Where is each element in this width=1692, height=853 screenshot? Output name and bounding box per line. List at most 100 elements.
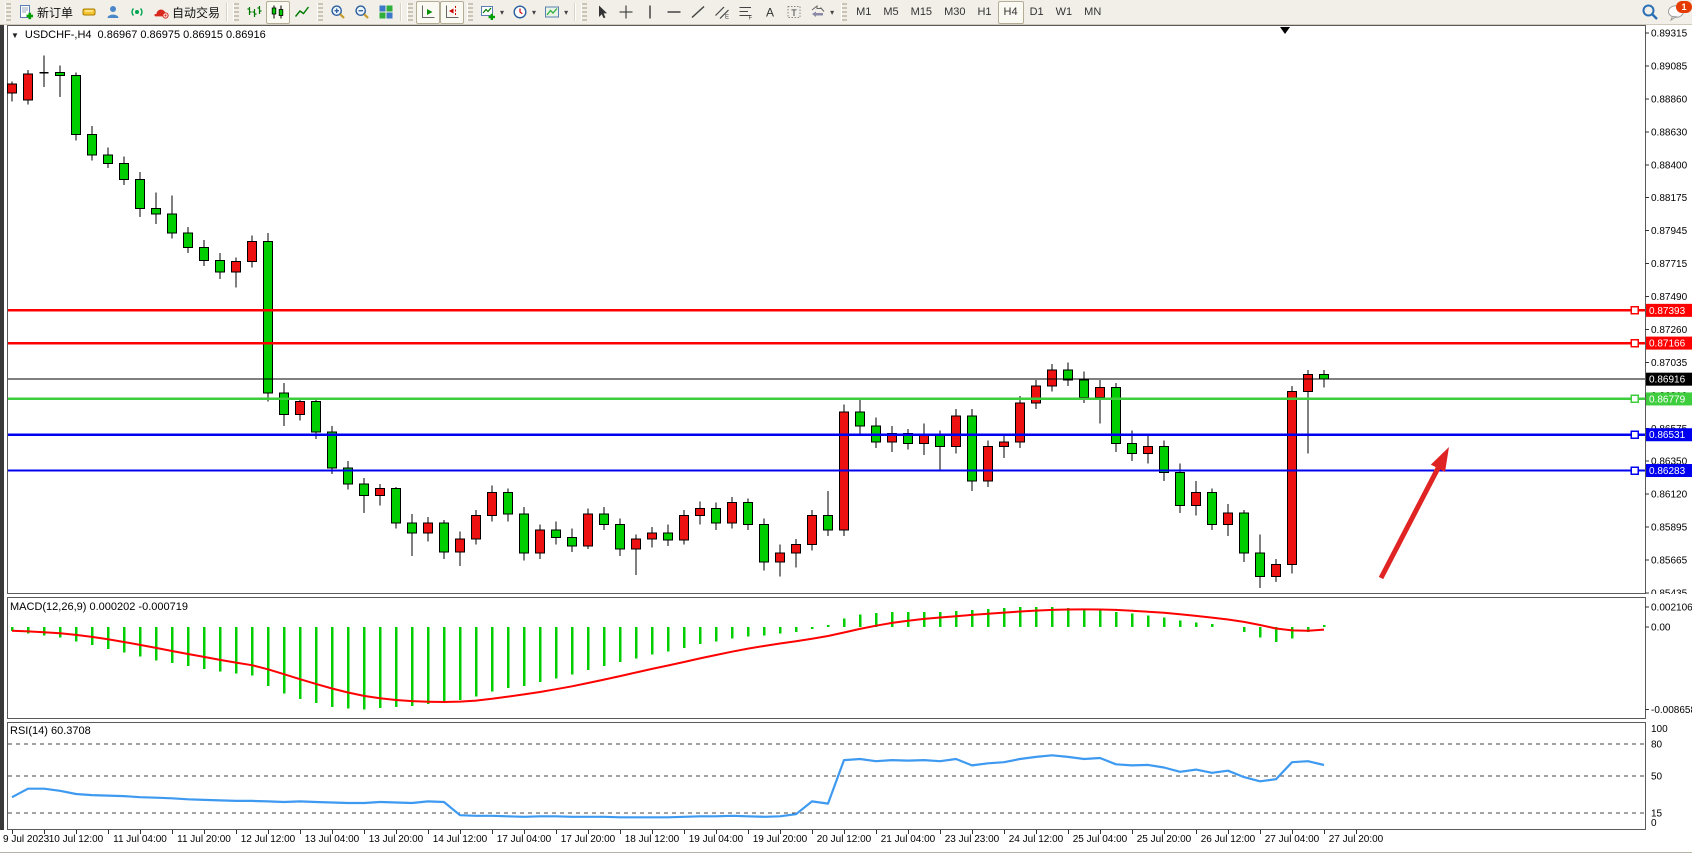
tf-h1[interactable]: H1 [971,1,997,24]
channel-button[interactable]: E [710,1,734,24]
time-axis-tick [908,830,909,834]
search-button[interactable] [1637,1,1663,24]
candle-bull [535,529,545,554]
time-axis-label: 25 Jul 20:00 [1136,834,1192,845]
time-axis-tick [588,830,589,834]
hline-button[interactable] [662,1,686,24]
time-axis-tick [108,830,109,834]
left-splitter[interactable] [0,25,4,852]
candle-bull [631,538,641,550]
time-axis-label: 10 Jul 12:00 [48,834,104,845]
time-axis-tick [1100,830,1101,834]
toolbar-grip[interactable] [233,3,240,21]
candle-bull [1271,564,1281,577]
price-axis-label: 0.89315 [1651,29,1688,40]
price-axis-label: 0.87035 [1651,358,1688,369]
tf-m30[interactable]: M30 [938,1,971,24]
templates-button[interactable]: ▾ [540,1,572,24]
bars-chart-button[interactable] [242,1,266,24]
auto-trading-button[interactable]: 自动交易 [149,1,224,24]
text-button[interactable]: A [758,1,782,24]
candle-bull [647,532,657,540]
zoom-in-button[interactable] [326,1,350,24]
candle-bull [887,432,897,443]
candle-bull [807,515,817,546]
vline-button[interactable] [638,1,662,24]
chart-shift-button[interactable] [440,0,465,24]
tf-m15[interactable]: M15 [905,1,938,24]
toolbar-grip[interactable] [581,3,588,21]
tf-m5[interactable]: M5 [877,1,904,24]
new-order-button[interactable]: 新订单 [14,1,77,24]
toolbar-grip[interactable] [467,3,474,21]
tf-h4[interactable]: H4 [997,0,1024,24]
time-axis-label: 14 Jul 12:00 [432,834,488,845]
hline-handle [1630,430,1639,439]
new-chart-button[interactable]: ▾ [476,1,508,24]
rsi-axis-label: 15 [1651,809,1663,820]
toolbar-grip[interactable] [407,3,414,21]
candle-bear [567,536,577,547]
toolbar-grip[interactable] [841,3,848,21]
community-button[interactable] [101,1,125,24]
chevron-down-icon[interactable]: ▾ [532,7,537,17]
time-axis-tick [140,830,141,834]
candle-bear [215,259,225,273]
time-axis-label: 20 Jul 12:00 [816,834,872,845]
collapse-icon[interactable]: ▼ [11,30,19,40]
candle-bear [615,523,625,550]
price-tag [1646,372,1692,386]
price-tag [1646,392,1692,406]
tf-m5-label: M5 [883,6,899,18]
periods-button[interactable]: ▾ [508,1,540,24]
chevron-down-icon[interactable]: ▾ [564,7,569,17]
price-axis-label: 0.88860 [1651,94,1688,105]
market-button[interactable] [77,1,101,24]
time-axis[interactable]: 9 Jul 2023 10 Jul 12:00 11 Jul 04:00 11 Jul… [0,830,1692,852]
tile-windows-button[interactable] [374,1,398,24]
trendline-button[interactable] [686,1,710,24]
candle-bull [1015,402,1025,443]
price-axis-label: 0.86350 [1651,457,1688,468]
cursor-button[interactable] [590,1,614,24]
chart-title: ▼ USDCHF-,H4 0.86967 0.86975 0.86915 0.8… [11,29,266,41]
chevron-down-icon[interactable]: ▾ [500,7,505,17]
time-axis-tick [460,830,461,834]
chevron-down-icon[interactable]: ▾ [830,7,835,17]
auto-trading-button-label: 自动交易 [172,5,221,20]
auto-scroll-button[interactable] [416,0,441,24]
hline-handle [1630,394,1639,404]
candle-bear [663,532,673,541]
shapes-button[interactable]: ▾ [806,1,838,24]
gold-icon [81,4,97,20]
tf-m15-label: M15 [910,6,933,18]
tf-w1[interactable]: W1 [1050,1,1079,24]
signals-button[interactable] [125,1,149,24]
fibonacci-button[interactable]: F [734,1,758,24]
time-axis-tick [844,830,845,834]
notifications-button[interactable]: 1 [1663,0,1692,24]
price-axis-label: 0.88630 [1651,127,1688,138]
zoom-out-button[interactable] [350,1,374,24]
crosshair-button[interactable] [614,1,638,24]
tf-mn[interactable]: MN [1078,1,1107,24]
text-t-icon: T [786,4,802,20]
tf-h4-label: H4 [1003,6,1018,18]
channel-icon: E [714,4,730,20]
macd-panel[interactable]: 0.002106 0.00 -0.008658 MACD(12,26,9) 0.000… [0,597,1692,719]
toolbar-grip[interactable] [5,3,11,21]
time-axis-label: 12 Jul 12:00 [240,834,296,845]
line-chart-button[interactable] [290,1,314,24]
toolbar-grip[interactable] [317,3,324,21]
time-axis-tick [1068,830,1069,834]
candle-bear [55,72,65,77]
candles-chart-button[interactable] [266,0,291,24]
rsi-panel[interactable]: 100 80 50 15 0 RSI(14) 60.3708 [0,722,1692,830]
candle-bear [903,432,913,445]
candle-bull [23,73,33,101]
label-button[interactable]: T [782,1,806,24]
tf-m1[interactable]: M1 [850,1,877,24]
tf-d1[interactable]: D1 [1024,1,1050,24]
chart-symbol: USDCHF-,H4 [24,29,92,41]
price-chart-panel[interactable]: 0.89315 0.89085 0.88860 0.88630 0.88400 0.881… [0,25,1692,594]
